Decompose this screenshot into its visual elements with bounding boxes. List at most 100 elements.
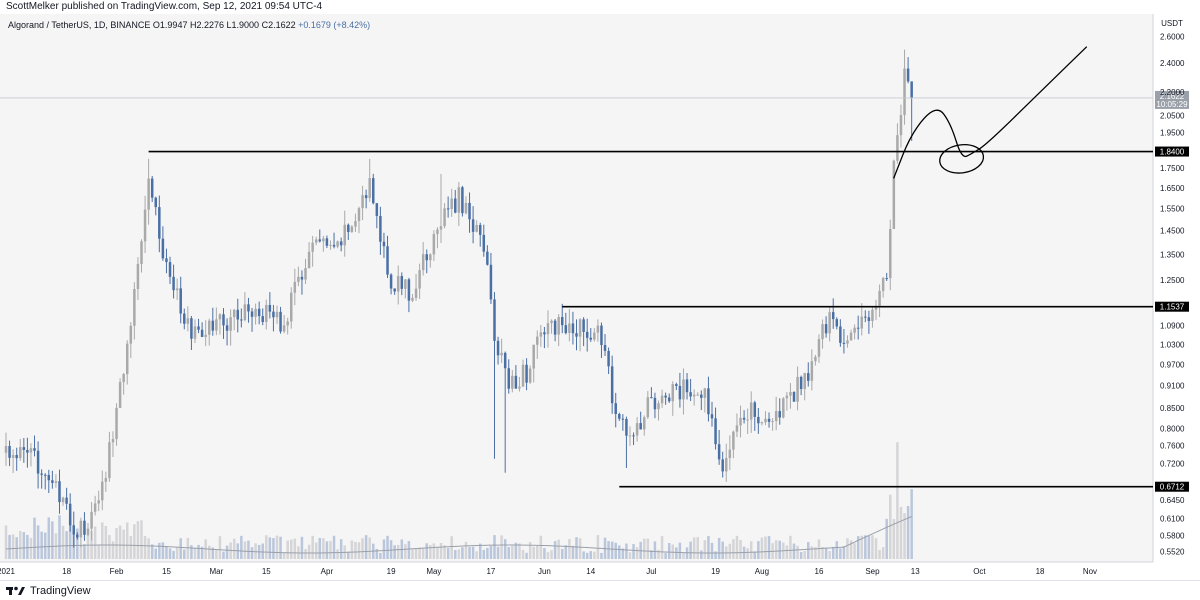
candle-body xyxy=(810,361,814,381)
volume-bar xyxy=(896,442,899,559)
volume-bar xyxy=(389,540,393,559)
candle-body xyxy=(122,374,125,383)
volume-bar xyxy=(150,544,154,559)
candle-body xyxy=(339,241,343,246)
candle-body xyxy=(68,503,72,526)
volume-bar xyxy=(678,542,682,559)
candle-body xyxy=(247,304,250,312)
candle-body xyxy=(842,342,846,344)
candle-body xyxy=(282,325,286,332)
candle-body xyxy=(728,449,732,458)
volume-bar xyxy=(660,536,664,559)
candle-body xyxy=(190,318,193,339)
time-tick-label: Oct xyxy=(973,567,986,576)
candle-body xyxy=(29,448,33,453)
volume-bar xyxy=(318,537,322,559)
volume-bar xyxy=(83,544,86,559)
candle-body xyxy=(111,439,115,443)
candle-body xyxy=(593,332,596,340)
volume-bar xyxy=(475,551,478,559)
candle-body xyxy=(660,395,664,404)
candle-body xyxy=(404,279,407,289)
volume-bar xyxy=(792,543,796,559)
volume-bar xyxy=(254,543,257,559)
candle-body xyxy=(350,226,354,232)
volume-bar xyxy=(536,546,539,559)
volume-bar xyxy=(739,539,742,559)
candle-body xyxy=(856,327,860,329)
volume-bar xyxy=(8,534,11,559)
volume-bar xyxy=(364,535,368,559)
candle-body xyxy=(165,258,168,263)
candle-body xyxy=(507,368,511,389)
tradingview-logo[interactable]: TradingView xyxy=(6,584,91,598)
candle-body xyxy=(725,457,728,472)
legend-low: L1.9000 xyxy=(226,20,260,30)
volume-bar xyxy=(439,543,443,559)
time-axis: 2021 18 Feb 15 Mar 15 Apr 19 May 17 Jun 14 Jul 19 Aug 1… xyxy=(0,567,1097,576)
candle-body xyxy=(414,288,418,298)
candle-body xyxy=(129,325,133,344)
candle-body xyxy=(40,473,43,475)
price-tick-label: 0.5800 xyxy=(1160,531,1185,540)
candle-body xyxy=(525,364,528,383)
volume-bar xyxy=(543,548,546,559)
volume-bar xyxy=(268,537,272,559)
volume-bar xyxy=(696,537,699,559)
volume-bar xyxy=(831,546,835,559)
price-tick-label: 1.3500 xyxy=(1160,250,1185,259)
volume-bar xyxy=(664,552,667,559)
volume-bar xyxy=(632,544,635,559)
volume-bar xyxy=(421,547,425,559)
candle-body xyxy=(568,323,571,334)
volume-bar xyxy=(197,544,200,559)
candle-body xyxy=(58,481,61,503)
candle-body xyxy=(589,337,593,340)
candle-body xyxy=(575,333,578,337)
candle-body xyxy=(272,311,275,318)
volume-bar xyxy=(432,543,436,559)
volume-bar xyxy=(272,538,275,559)
last-price-tag xyxy=(1155,90,1189,109)
candle-body xyxy=(54,481,58,483)
volume-bar xyxy=(864,535,867,559)
volume-bar xyxy=(568,539,571,559)
price-axis: USDT 2.6000 2.4000 2.2000 2.0500 1.9500 1.7500… xyxy=(1160,19,1185,557)
candle-body xyxy=(297,276,300,282)
volume-bar xyxy=(368,537,371,559)
volume-bar xyxy=(379,552,382,559)
candle-body xyxy=(799,376,803,390)
volume-bar xyxy=(528,541,532,559)
candle-body xyxy=(186,318,190,324)
volume-bar xyxy=(382,539,386,559)
volume-bar xyxy=(878,549,881,559)
candle-body xyxy=(133,288,136,326)
candle-body xyxy=(183,313,186,324)
candle-body xyxy=(429,254,432,261)
candle-body xyxy=(714,418,717,445)
price-tick-label: 1.2500 xyxy=(1160,276,1185,285)
volume-bar xyxy=(190,545,193,559)
volume-bar xyxy=(211,547,215,559)
volume-bar xyxy=(767,536,771,559)
candle-body xyxy=(325,238,329,246)
volume-bar xyxy=(607,541,610,559)
volume-bar xyxy=(821,546,824,559)
candle-body xyxy=(596,325,600,333)
volume-bar xyxy=(200,546,204,559)
volume-bar xyxy=(425,543,428,559)
candle-body xyxy=(97,500,100,504)
volume-bar xyxy=(553,541,557,559)
currency-label: USDT xyxy=(1161,19,1183,28)
candle-body xyxy=(582,319,585,332)
volume-bar xyxy=(849,540,853,559)
candle-body xyxy=(600,325,603,346)
candle-body xyxy=(906,68,910,82)
volume-bar xyxy=(539,535,543,559)
candle-body xyxy=(154,197,158,208)
volume-bar xyxy=(468,546,471,559)
candle-body xyxy=(803,373,806,390)
volume-bar xyxy=(657,549,660,559)
volume-bar xyxy=(671,544,675,559)
